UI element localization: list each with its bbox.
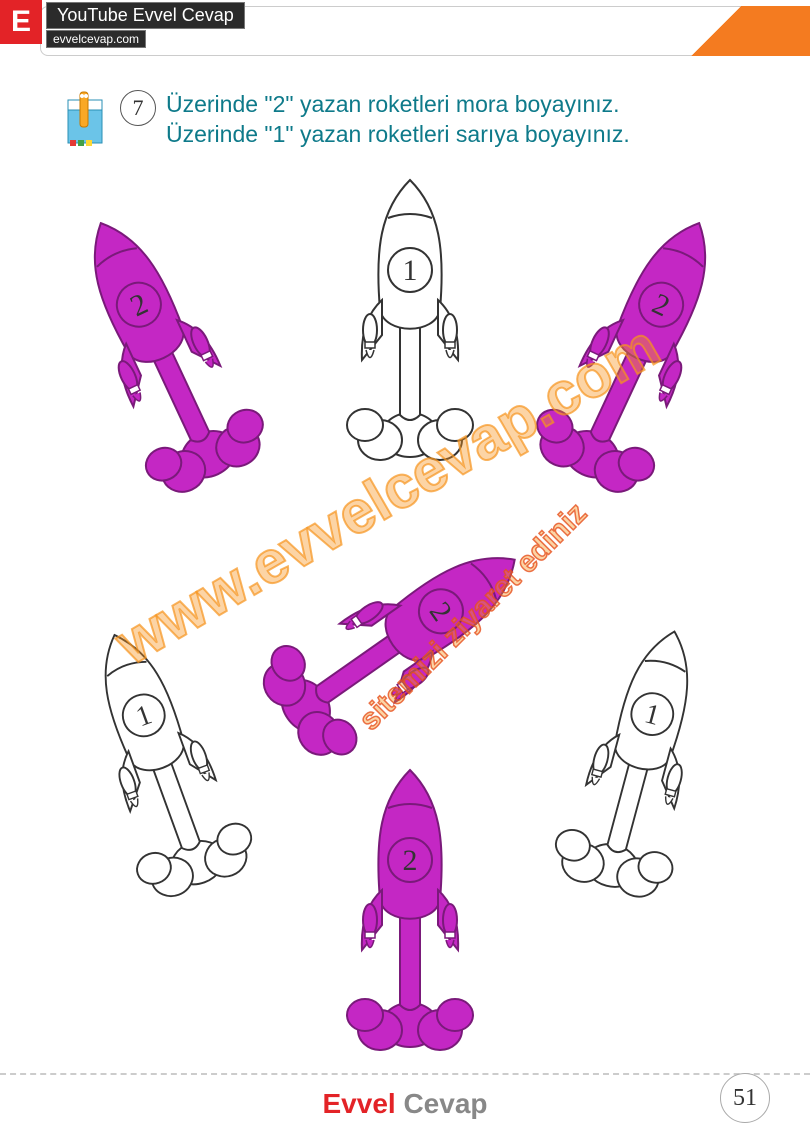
rocket-1: 1 (310, 170, 510, 470)
task-number-badge: 7 (120, 90, 156, 126)
footer-brand-gray: Cevap (396, 1088, 488, 1119)
svg-text:2: 2 (403, 844, 418, 877)
rocket-item: 2 (484, 172, 794, 533)
rocket-2: 2 (6, 172, 314, 528)
notepad-pencil-icon (60, 90, 110, 150)
page-header: E YouTube Evvel Cevap evvelcevap.com (0, 0, 810, 60)
header-sublabel: evvelcevap.com (46, 30, 146, 48)
task-line1: Üzerinde "2" yazan roketleri mora boyayı… (166, 91, 620, 117)
header-orange-accent (690, 6, 810, 56)
footer-logo: Evvel Cevap (323, 1088, 488, 1120)
task-row: 7 Üzerinde "2" yazan roketleri mora boya… (60, 90, 780, 150)
header-label: YouTube Evvel Cevap (46, 2, 245, 29)
rocket-item: 2 (310, 760, 510, 1065)
footer-brand-red: Evvel (323, 1088, 396, 1119)
rocket-item: 2 (6, 172, 316, 533)
rocket-item: 1 (310, 170, 510, 475)
page-number: 51 (720, 1073, 770, 1123)
brand-badge: E (0, 0, 42, 44)
page-footer: Evvel Cevap (0, 1073, 810, 1133)
rocket-2: 2 (220, 472, 580, 808)
svg-text:1: 1 (403, 254, 418, 287)
rockets-canvas: 2 1 (0, 170, 810, 1070)
rocket-2: 2 (310, 760, 510, 1060)
task-instruction: Üzerinde "2" yazan roketleri mora boyayı… (166, 90, 630, 150)
rocket-2: 2 (486, 172, 794, 528)
task-line2: Üzerinde "1" yazan roketleri sarıya boya… (166, 121, 630, 147)
